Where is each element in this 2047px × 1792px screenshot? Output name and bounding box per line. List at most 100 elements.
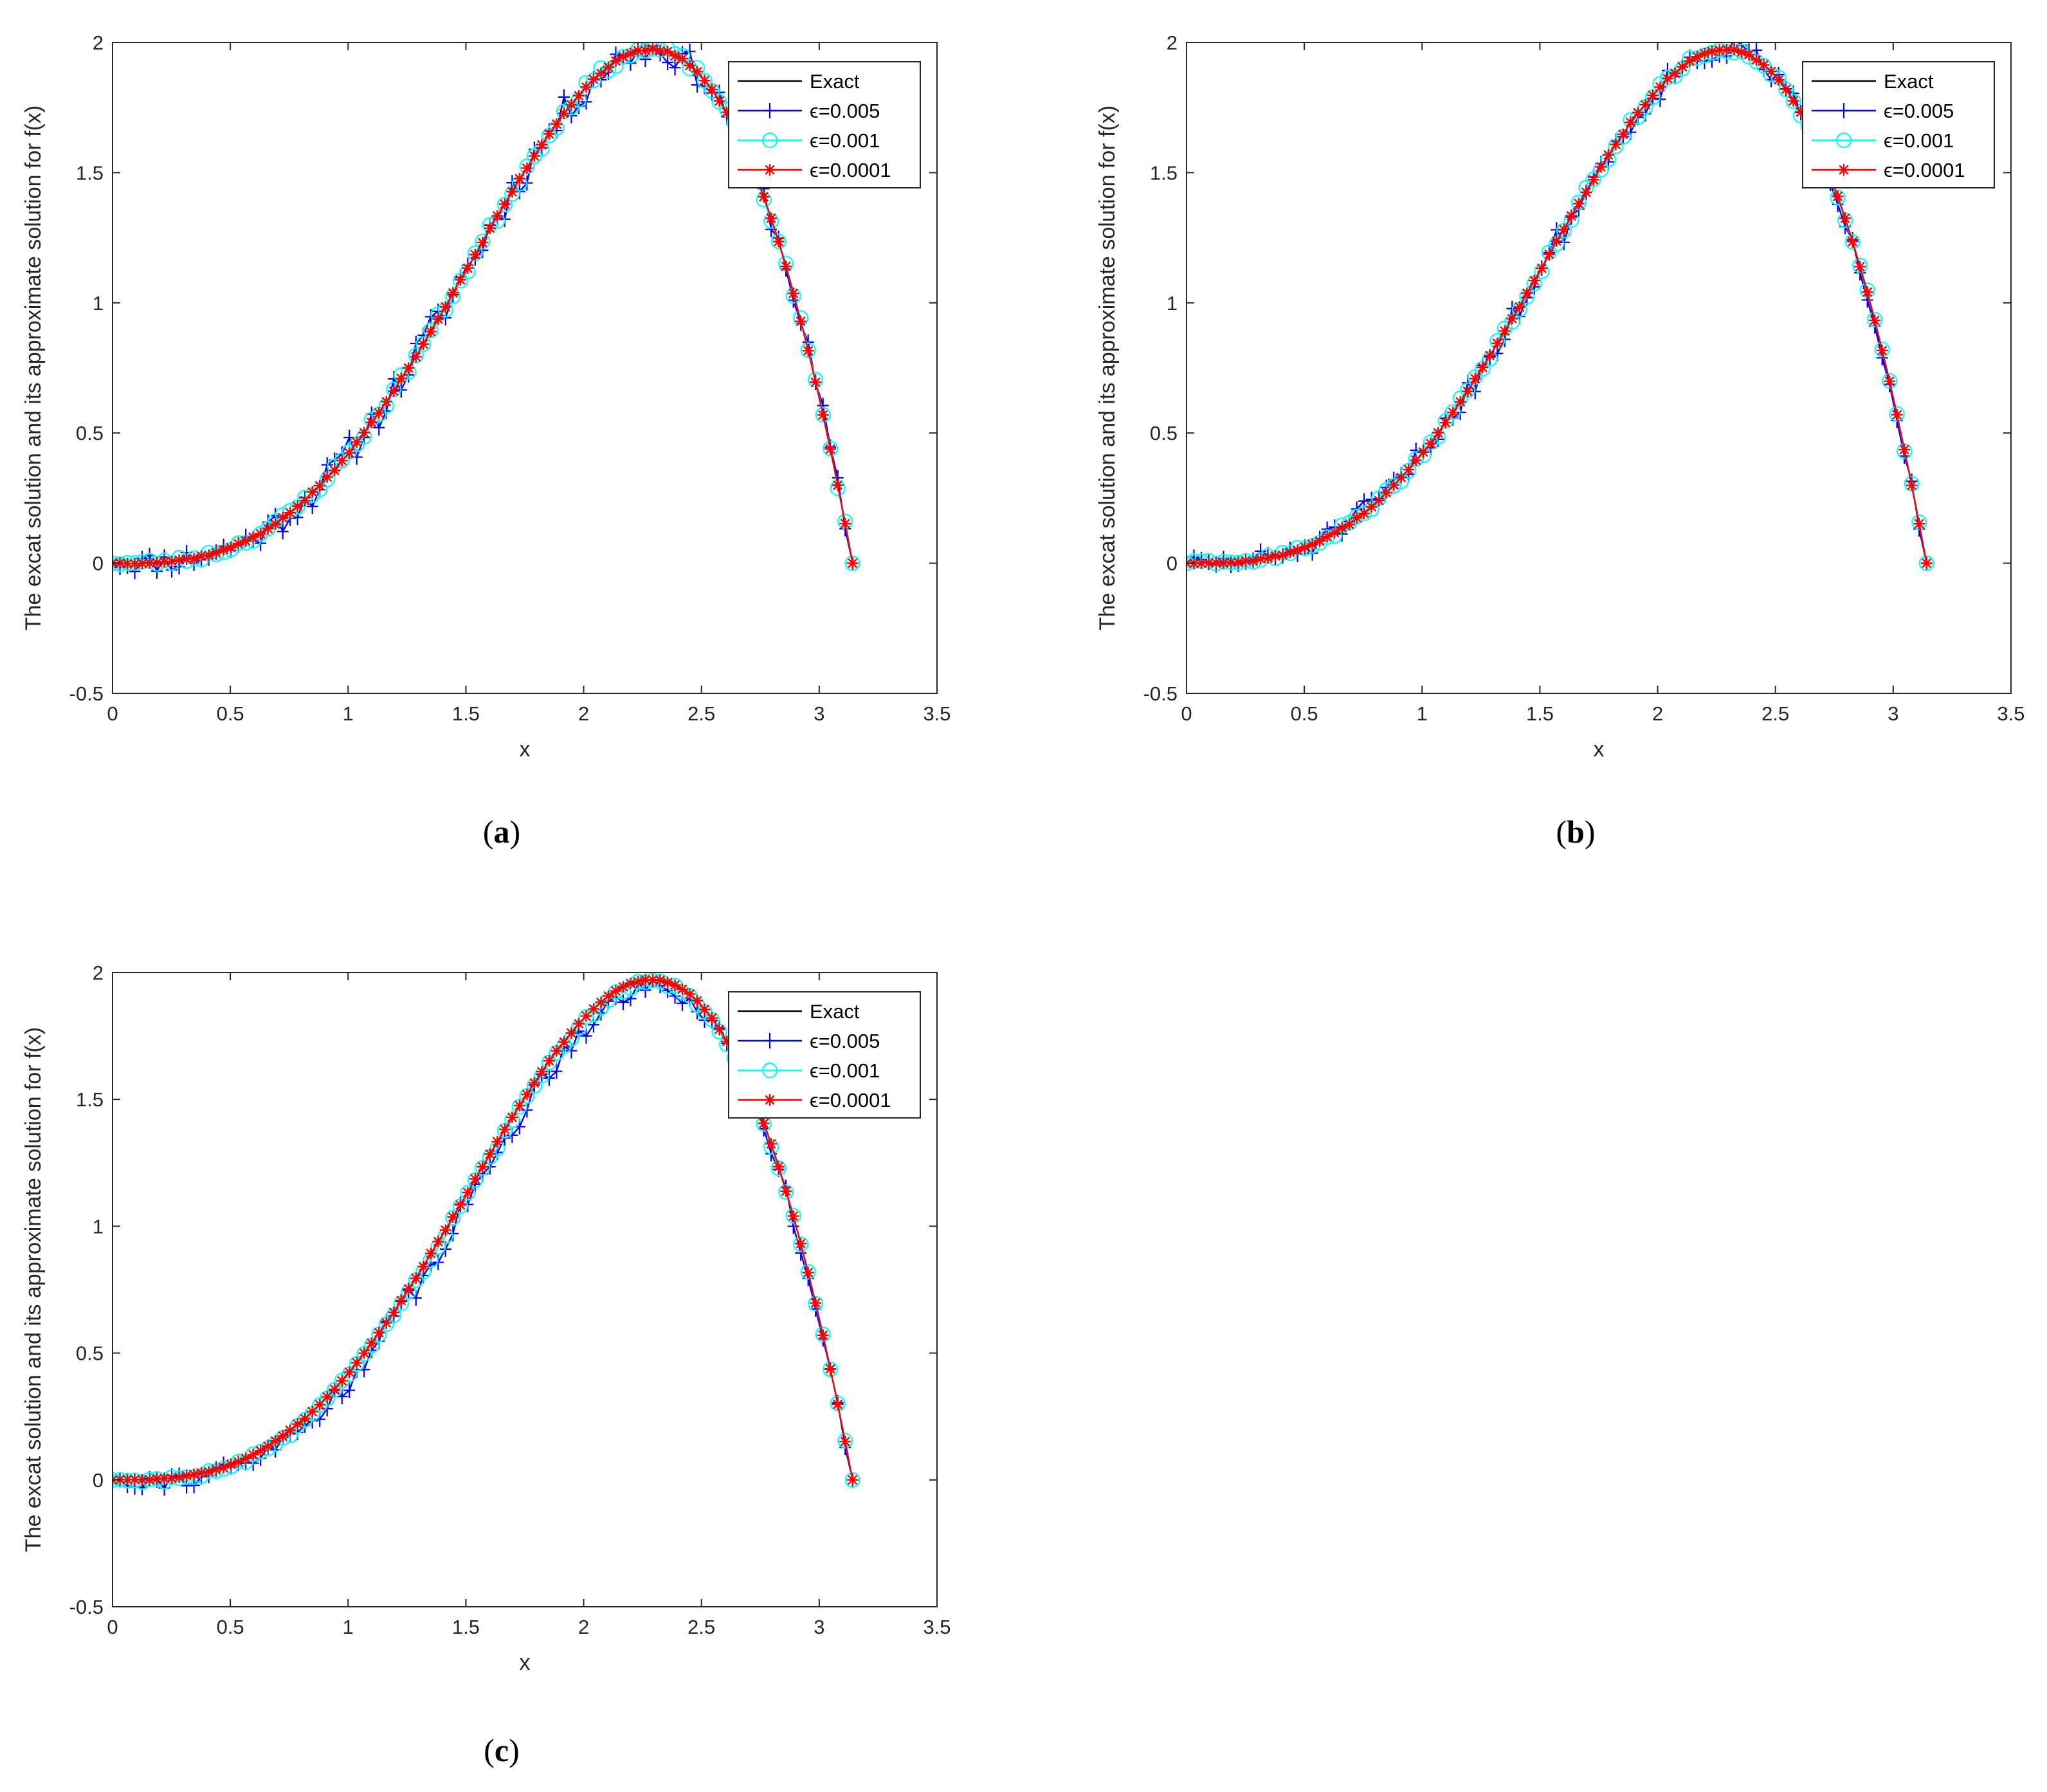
- y-tick-label: 0: [93, 553, 104, 575]
- legend: Exact ϵ=0.005 ϵ=0.001 ϵ=0.0001: [728, 991, 921, 1119]
- data-point-eps-0-001: [1785, 93, 1801, 109]
- legend-label: ϵ=0.0001: [810, 159, 891, 181]
- data-point-eps-0-0001: [617, 50, 629, 62]
- data-point-eps-0-0001: [1839, 212, 1851, 224]
- data-point-eps-0-0001: [255, 1445, 267, 1457]
- y-tick-label: 0.5: [1150, 422, 1178, 444]
- data-point-eps-0-0001: [403, 1283, 415, 1295]
- panel-caption: (b): [1556, 814, 1595, 850]
- data-point-eps-0-0001: [1721, 44, 1733, 56]
- data-point-eps-0-0001: [1477, 361, 1489, 374]
- data-point-eps-0-0001: [587, 73, 599, 86]
- data-point-eps-0-0001: [1713, 44, 1725, 56]
- data-point-eps-0-0001: [595, 68, 607, 80]
- data-point-eps-0-0001: [698, 1003, 711, 1016]
- data-point-eps-0-0001: [846, 1474, 859, 1486]
- data-point-eps-0-0001: [181, 553, 193, 565]
- data-point-eps-0-0001: [521, 162, 533, 174]
- data-point-eps-0-0001: [1380, 486, 1392, 498]
- data-point-eps-0-001: [1570, 194, 1587, 210]
- data-point-eps-0-0001: [1277, 549, 1289, 561]
- data-point-eps-0-0001: [1846, 235, 1859, 248]
- panel-caption: (a): [483, 814, 520, 850]
- data-point-eps-0-0001: [713, 1023, 725, 1036]
- data-point-eps-0-0001: [721, 1036, 733, 1048]
- data-point-eps-0-0001: [1891, 408, 1903, 421]
- legend: Exact ϵ=0.005 ϵ=0.001 ϵ=0.0001: [1802, 61, 1995, 188]
- data-point-eps-0-0001: [203, 1466, 215, 1478]
- data-point-eps-0-0001: [1876, 344, 1888, 356]
- data-point-eps-0-0001: [484, 222, 496, 234]
- data-point-eps-0-001: [800, 1264, 816, 1280]
- data-point-eps-0-0001: [1551, 235, 1563, 247]
- y-tick-label: -0.5: [69, 682, 104, 705]
- data-point-eps-0-0001: [617, 981, 629, 993]
- data-point-eps-0-0001: [1587, 174, 1599, 186]
- data-point-eps-0-001: [800, 342, 816, 358]
- data-point-eps-0-001: [1830, 190, 1846, 206]
- y-tick-label: -0.5: [1143, 682, 1178, 705]
- data-point-eps-0-0001: [291, 1418, 304, 1430]
- legend-entry: ϵ=0.005: [738, 100, 880, 122]
- data-point-eps-0-0001: [269, 518, 282, 530]
- data-point-eps-0-0001: [506, 1111, 518, 1124]
- data-point-eps-0-001: [770, 233, 787, 250]
- x-tick-label: 2: [578, 1616, 589, 1638]
- legend-entry: ϵ=0.0001: [1812, 159, 1965, 181]
- data-point-eps-0-0001: [151, 1473, 163, 1485]
- x-tick-label: 0.5: [217, 702, 244, 725]
- panel-caption: (c): [484, 1732, 520, 1768]
- data-point-eps-0-0001: [543, 128, 555, 140]
- data-point-eps-0-0001: [129, 558, 141, 570]
- data-point-eps-0-0001: [277, 511, 289, 524]
- data-point-eps-0-0001: [439, 301, 451, 313]
- data-point-eps-0-0001: [817, 409, 829, 421]
- data-point-eps-0-0001: [1832, 190, 1844, 203]
- data-point-eps-0-0001: [1196, 557, 1208, 569]
- data-point-eps-0-0001: [210, 547, 223, 559]
- data-point-eps-0-0001: [1906, 479, 1918, 491]
- data-point-eps-0-0001: [691, 994, 704, 1007]
- data-point-eps-0-0001: [550, 118, 563, 130]
- data-point-eps-0-0001: [639, 44, 651, 57]
- data-point-eps-0-0001: [299, 495, 311, 507]
- x-tick-label: 0: [107, 702, 118, 725]
- data-point-eps-0-0001: [839, 518, 851, 530]
- data-point-eps-0-0001: [262, 522, 274, 535]
- data-point-eps-0-0001: [498, 1123, 511, 1135]
- legend-box: [728, 61, 921, 188]
- data-point-eps-0-0001: [232, 538, 244, 550]
- data-point-eps-0-0001: [1410, 454, 1422, 466]
- data-point-eps-0-0001: [424, 325, 437, 338]
- data-point-eps-0-0001: [1684, 55, 1696, 67]
- data-point-eps-0-001: [844, 555, 860, 571]
- data-point-eps-0-0001: [247, 1449, 259, 1461]
- data-point-eps-0-001: [793, 1236, 809, 1252]
- x-tick-label: 0: [1181, 702, 1192, 725]
- data-point-eps-0-0001: [432, 313, 444, 325]
- data-point-eps-0-0001: [624, 977, 637, 989]
- x-tick-label: 3: [814, 702, 824, 725]
- data-point-eps-0-0001: [817, 1329, 829, 1341]
- data-point-eps-0-0001: [506, 186, 518, 198]
- data-point-eps-0-0001: [528, 1077, 540, 1089]
- data-point-eps-0-0001: [122, 1474, 134, 1486]
- data-point-eps-0-001: [1918, 555, 1934, 571]
- data-point-eps-0-0001: [565, 1027, 578, 1039]
- data-point-eps-0-0001: [647, 42, 659, 55]
- data-point-eps-0-0001: [602, 990, 614, 1002]
- data-point-eps-0-0001: [1624, 116, 1637, 129]
- legend-entry: ϵ=0.001: [1812, 129, 1954, 152]
- x-tick-label: 1: [1417, 702, 1428, 725]
- data-point-eps-0-001: [815, 407, 831, 423]
- data-point-eps-0-0001: [447, 1211, 459, 1223]
- data-point-eps-0-0001: [1513, 301, 1525, 313]
- data-point-eps-0-0001: [1528, 275, 1540, 287]
- data-point-eps-0-0001: [181, 1470, 193, 1482]
- data-point-eps-0-0001: [824, 443, 837, 455]
- data-point-eps-0-0001: [484, 1148, 496, 1160]
- data-point-eps-0-0001: [1632, 107, 1644, 119]
- data-point-eps-0-0001: [1913, 518, 1925, 530]
- legend-label: ϵ=0.005: [810, 1030, 880, 1052]
